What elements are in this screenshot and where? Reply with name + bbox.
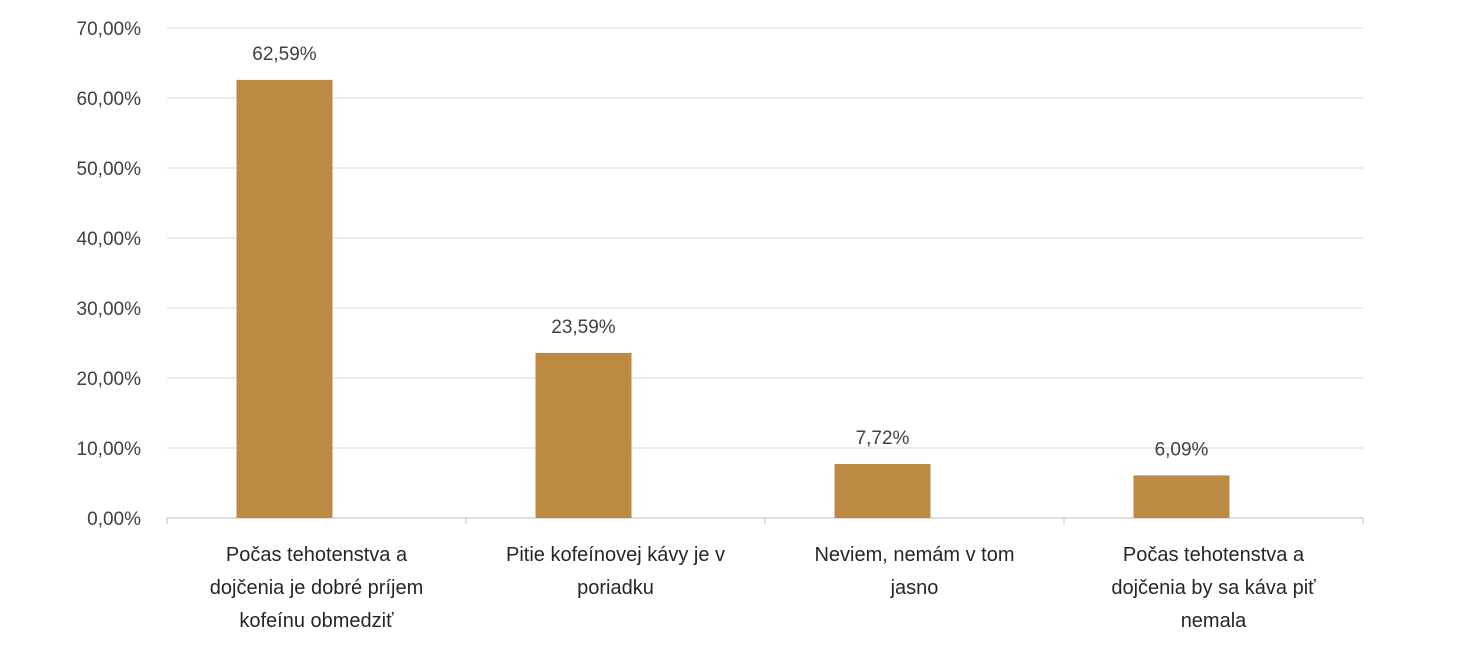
y-tick-label: 50,00% [77,159,142,180]
category-label: jasno [890,577,939,599]
category-label: Počas tehotenstva a [1123,544,1305,566]
y-tick-label: 70,00% [77,19,142,40]
bar [834,463,931,518]
category-label: Počas tehotenstva a [226,544,408,566]
category-label: Neviem, nemám v tom [814,544,1014,566]
category-label: Pitie kofeínovej kávy je v [506,544,725,566]
category-label: nemala [1181,610,1247,632]
data-label: 7,72% [856,428,910,449]
y-tick-label: 10,00% [77,439,142,460]
category-label: dojčenia je dobré príjem [210,577,423,599]
category-label: dojčenia by sa káva piť [1111,577,1316,599]
data-label: 6,09% [1155,439,1209,460]
bar [236,79,333,519]
y-tick-label: 0,00% [87,509,141,530]
y-tick-label: 30,00% [77,299,142,320]
y-tick-label: 40,00% [77,229,142,250]
category-label: poriadku [577,577,654,599]
bar [1133,475,1230,518]
bar [535,352,632,518]
y-tick-label: 60,00% [77,89,142,110]
category-label: kofeínu obmedziť [239,610,394,632]
data-label: 23,59% [551,317,616,338]
y-tick-label: 20,00% [77,369,142,390]
data-label: 62,59% [252,44,317,65]
